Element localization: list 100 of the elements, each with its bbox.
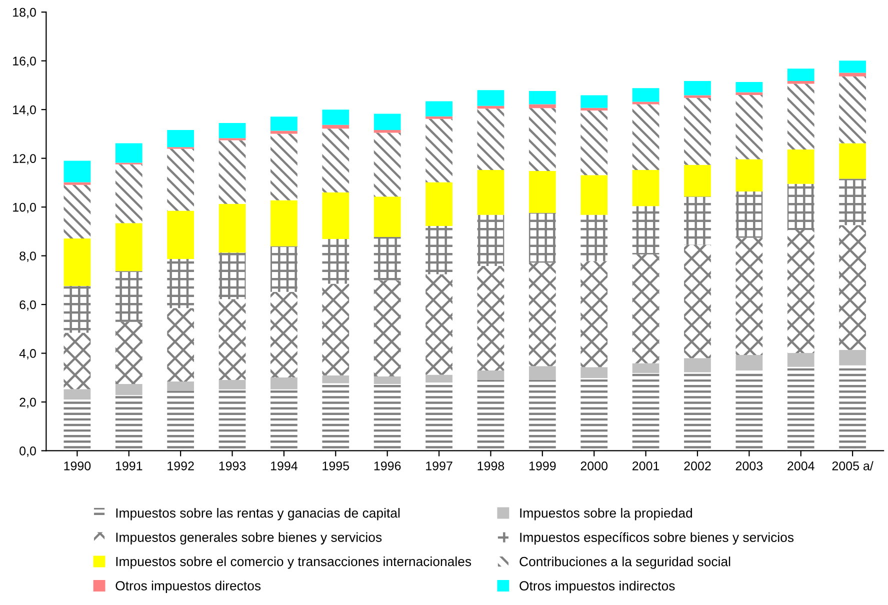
x-tick-label: 1990 bbox=[64, 461, 91, 470]
bar bbox=[167, 210, 194, 259]
bar bbox=[787, 230, 814, 354]
legend-label: Impuestos sobre el comercio y transacciones internacionales bbox=[116, 556, 472, 569]
bar bbox=[684, 196, 711, 245]
bar bbox=[528, 366, 556, 380]
bar bbox=[477, 266, 504, 371]
legend-label: Otros impuestos directos bbox=[116, 580, 261, 594]
bar bbox=[218, 380, 246, 390]
bar bbox=[736, 159, 763, 192]
bar bbox=[839, 178, 866, 226]
bar bbox=[374, 376, 401, 384]
bar bbox=[270, 116, 298, 131]
legend-label: Impuestos específicos sobre bienes y servicios bbox=[520, 532, 794, 545]
bar bbox=[64, 238, 91, 286]
y-tick-label: 8,0 bbox=[20, 252, 36, 262]
bar bbox=[374, 132, 401, 197]
bar bbox=[218, 252, 246, 300]
bar bbox=[787, 68, 814, 82]
bar bbox=[580, 110, 608, 176]
x-tick-label: 1994 bbox=[271, 461, 298, 470]
bar bbox=[684, 95, 711, 98]
bar bbox=[528, 104, 556, 108]
bar bbox=[684, 98, 711, 165]
bar bbox=[218, 299, 246, 380]
bar bbox=[477, 170, 504, 215]
bar bbox=[580, 175, 608, 215]
bar bbox=[528, 108, 556, 171]
y-tick-label: 14,0 bbox=[13, 105, 36, 116]
bar bbox=[167, 258, 194, 308]
x-tick-label: 1997 bbox=[426, 461, 452, 470]
bar bbox=[64, 389, 91, 400]
x-tick-label: 1998 bbox=[478, 461, 504, 470]
bar bbox=[167, 148, 194, 211]
bar bbox=[322, 375, 350, 384]
legend-label: Contribuciones a la seguridad social bbox=[520, 556, 730, 569]
x-tick-label: 1991 bbox=[116, 461, 142, 470]
x-tick-label: 2004 bbox=[788, 461, 814, 470]
bar bbox=[787, 150, 814, 184]
y-tick-label: 2,0 bbox=[20, 398, 36, 408]
bar bbox=[736, 354, 763, 370]
bar bbox=[736, 92, 763, 95]
bar bbox=[839, 72, 866, 76]
bar bbox=[736, 238, 763, 355]
bar bbox=[839, 225, 866, 350]
bar bbox=[580, 214, 608, 262]
bar bbox=[64, 332, 91, 390]
y-tick-label: 10,0 bbox=[13, 202, 36, 214]
x-tick-label: 1993 bbox=[219, 461, 246, 470]
bar bbox=[374, 114, 401, 130]
x-tick-label: 1995 bbox=[322, 461, 350, 470]
bar bbox=[580, 95, 608, 108]
bar bbox=[218, 204, 246, 253]
bar bbox=[736, 94, 763, 160]
y-tick-label: 4,0 bbox=[19, 349, 36, 360]
bar bbox=[322, 238, 350, 284]
bar bbox=[115, 164, 142, 224]
bar bbox=[322, 124, 350, 129]
x-tick-label: 2002 bbox=[684, 461, 711, 470]
bar bbox=[426, 116, 452, 119]
bar bbox=[684, 244, 711, 358]
bar bbox=[64, 184, 91, 238]
bar bbox=[115, 322, 142, 384]
bar bbox=[477, 214, 504, 266]
y-tick-label: 6,0 bbox=[20, 300, 36, 311]
x-tick-label: 1999 bbox=[529, 461, 556, 470]
bar bbox=[426, 226, 452, 274]
bar bbox=[270, 377, 298, 390]
x-tick-label: 2000 bbox=[580, 461, 608, 470]
y-tick-label: 18,0 bbox=[13, 8, 36, 18]
bar bbox=[736, 191, 763, 238]
bar bbox=[374, 130, 401, 133]
bar bbox=[632, 88, 660, 102]
bar bbox=[528, 212, 556, 263]
bar bbox=[218, 122, 246, 138]
bar bbox=[787, 84, 814, 150]
bar bbox=[580, 108, 608, 111]
bar bbox=[115, 223, 142, 272]
bar bbox=[218, 140, 246, 204]
bar bbox=[322, 110, 350, 125]
bar bbox=[115, 384, 142, 396]
bar bbox=[839, 60, 866, 73]
bar bbox=[115, 143, 142, 163]
x-tick-label: 1992 bbox=[168, 461, 194, 470]
bar bbox=[167, 130, 194, 148]
bar bbox=[426, 118, 452, 182]
x-tick-label: 2001 bbox=[632, 461, 660, 470]
bar bbox=[528, 91, 556, 104]
bar bbox=[270, 246, 298, 292]
bar bbox=[477, 106, 504, 109]
bar bbox=[787, 353, 814, 367]
bar bbox=[322, 192, 350, 239]
legend-label: Impuestos sobre las rentas y ganacias de capital bbox=[116, 508, 400, 520]
bar bbox=[839, 143, 866, 179]
bar bbox=[632, 254, 660, 364]
legend-label: Impuestos sobre la propiedad bbox=[520, 508, 692, 520]
bar bbox=[736, 82, 763, 92]
bar bbox=[64, 160, 91, 182]
bar bbox=[632, 104, 660, 170]
bar bbox=[270, 292, 298, 378]
